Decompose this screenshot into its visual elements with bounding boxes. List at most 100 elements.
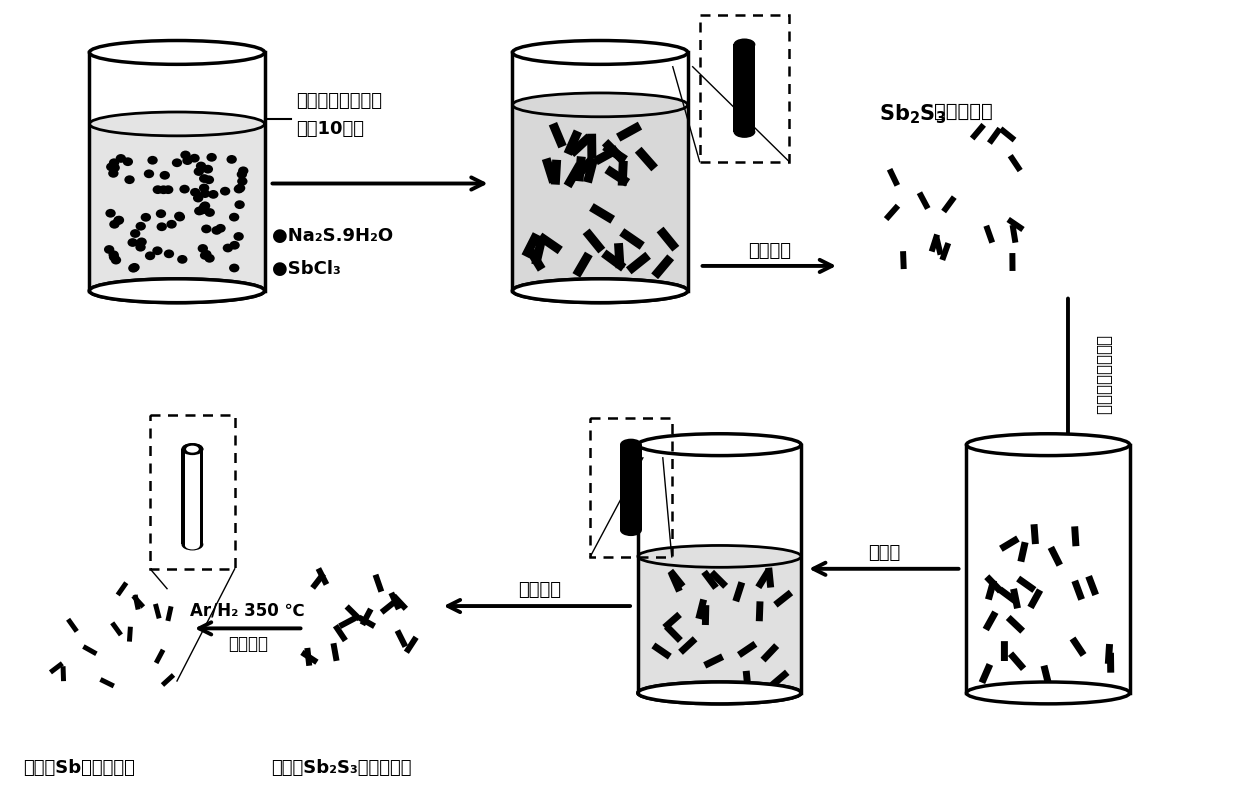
Polygon shape [66, 618, 79, 633]
Polygon shape [703, 654, 724, 669]
Ellipse shape [205, 254, 215, 263]
Polygon shape [1001, 641, 1008, 661]
Polygon shape [549, 122, 567, 148]
Polygon shape [1070, 637, 1086, 657]
Ellipse shape [185, 444, 200, 452]
Ellipse shape [180, 150, 191, 159]
Polygon shape [774, 590, 794, 607]
Polygon shape [161, 673, 175, 687]
Ellipse shape [159, 185, 169, 194]
Polygon shape [614, 243, 625, 268]
Polygon shape [987, 127, 1002, 145]
Ellipse shape [198, 202, 210, 212]
Ellipse shape [109, 163, 120, 172]
Ellipse shape [182, 156, 192, 165]
Polygon shape [522, 232, 541, 259]
Ellipse shape [966, 434, 1130, 455]
Polygon shape [678, 636, 697, 655]
Polygon shape [131, 595, 145, 609]
Ellipse shape [512, 279, 688, 302]
Ellipse shape [237, 170, 247, 179]
Ellipse shape [135, 243, 146, 252]
Polygon shape [1016, 576, 1037, 593]
Polygon shape [651, 255, 675, 279]
Ellipse shape [135, 222, 146, 231]
Ellipse shape [219, 187, 231, 196]
Polygon shape [709, 570, 728, 589]
Ellipse shape [105, 209, 115, 217]
Polygon shape [1107, 653, 1115, 673]
Polygon shape [1008, 154, 1023, 172]
Text: 碳包覆Sb₂S₃纳米棒粉末: 碳包覆Sb₂S₃纳米棒粉末 [272, 759, 412, 778]
Ellipse shape [89, 41, 264, 64]
Polygon shape [635, 146, 658, 171]
Ellipse shape [734, 38, 755, 50]
Polygon shape [1011, 588, 1021, 609]
Polygon shape [998, 127, 1017, 142]
Ellipse shape [512, 93, 688, 117]
Ellipse shape [190, 188, 201, 197]
Ellipse shape [160, 171, 170, 180]
Polygon shape [616, 122, 642, 142]
Polygon shape [360, 607, 373, 626]
Polygon shape [1009, 224, 1018, 243]
Polygon shape [185, 448, 200, 545]
Polygon shape [1007, 217, 1024, 232]
Polygon shape [61, 666, 66, 681]
Polygon shape [126, 626, 133, 642]
Polygon shape [551, 159, 562, 185]
Polygon shape [89, 53, 264, 291]
Ellipse shape [200, 189, 211, 198]
Polygon shape [940, 242, 951, 261]
Polygon shape [765, 568, 774, 588]
Polygon shape [404, 636, 419, 654]
Ellipse shape [193, 193, 203, 202]
Ellipse shape [637, 434, 801, 455]
Ellipse shape [180, 185, 190, 193]
Polygon shape [983, 224, 994, 244]
Polygon shape [574, 156, 585, 181]
Polygon shape [999, 536, 1019, 552]
Ellipse shape [113, 217, 124, 225]
Text: ●SbCl₃: ●SbCl₃ [272, 260, 340, 278]
Polygon shape [1008, 651, 1027, 671]
Ellipse shape [637, 682, 801, 704]
Polygon shape [662, 612, 682, 630]
Polygon shape [181, 449, 203, 544]
Polygon shape [637, 556, 801, 693]
Polygon shape [388, 591, 402, 611]
Text: 反应10小时: 反应10小时 [296, 120, 365, 138]
Ellipse shape [201, 250, 212, 259]
Polygon shape [737, 641, 758, 657]
Polygon shape [310, 572, 326, 590]
Polygon shape [637, 445, 801, 693]
Ellipse shape [212, 226, 222, 235]
Polygon shape [916, 191, 930, 210]
Ellipse shape [108, 251, 119, 259]
Polygon shape [512, 105, 688, 291]
Polygon shape [379, 599, 398, 615]
Polygon shape [651, 642, 672, 660]
Ellipse shape [208, 190, 218, 199]
Ellipse shape [140, 213, 151, 222]
Ellipse shape [512, 279, 688, 302]
Ellipse shape [200, 251, 211, 259]
Ellipse shape [136, 237, 146, 246]
Ellipse shape [637, 682, 801, 704]
Ellipse shape [174, 212, 185, 220]
Ellipse shape [200, 174, 210, 183]
Ellipse shape [620, 524, 642, 536]
Polygon shape [770, 669, 790, 688]
Polygon shape [133, 595, 140, 610]
Ellipse shape [114, 216, 124, 224]
Polygon shape [1105, 644, 1114, 664]
Polygon shape [331, 642, 340, 661]
Ellipse shape [115, 154, 126, 163]
Polygon shape [583, 157, 598, 183]
Polygon shape [998, 587, 1018, 604]
Polygon shape [48, 661, 63, 674]
Ellipse shape [734, 126, 755, 138]
Ellipse shape [145, 252, 155, 260]
Ellipse shape [238, 166, 248, 175]
Polygon shape [154, 649, 165, 664]
